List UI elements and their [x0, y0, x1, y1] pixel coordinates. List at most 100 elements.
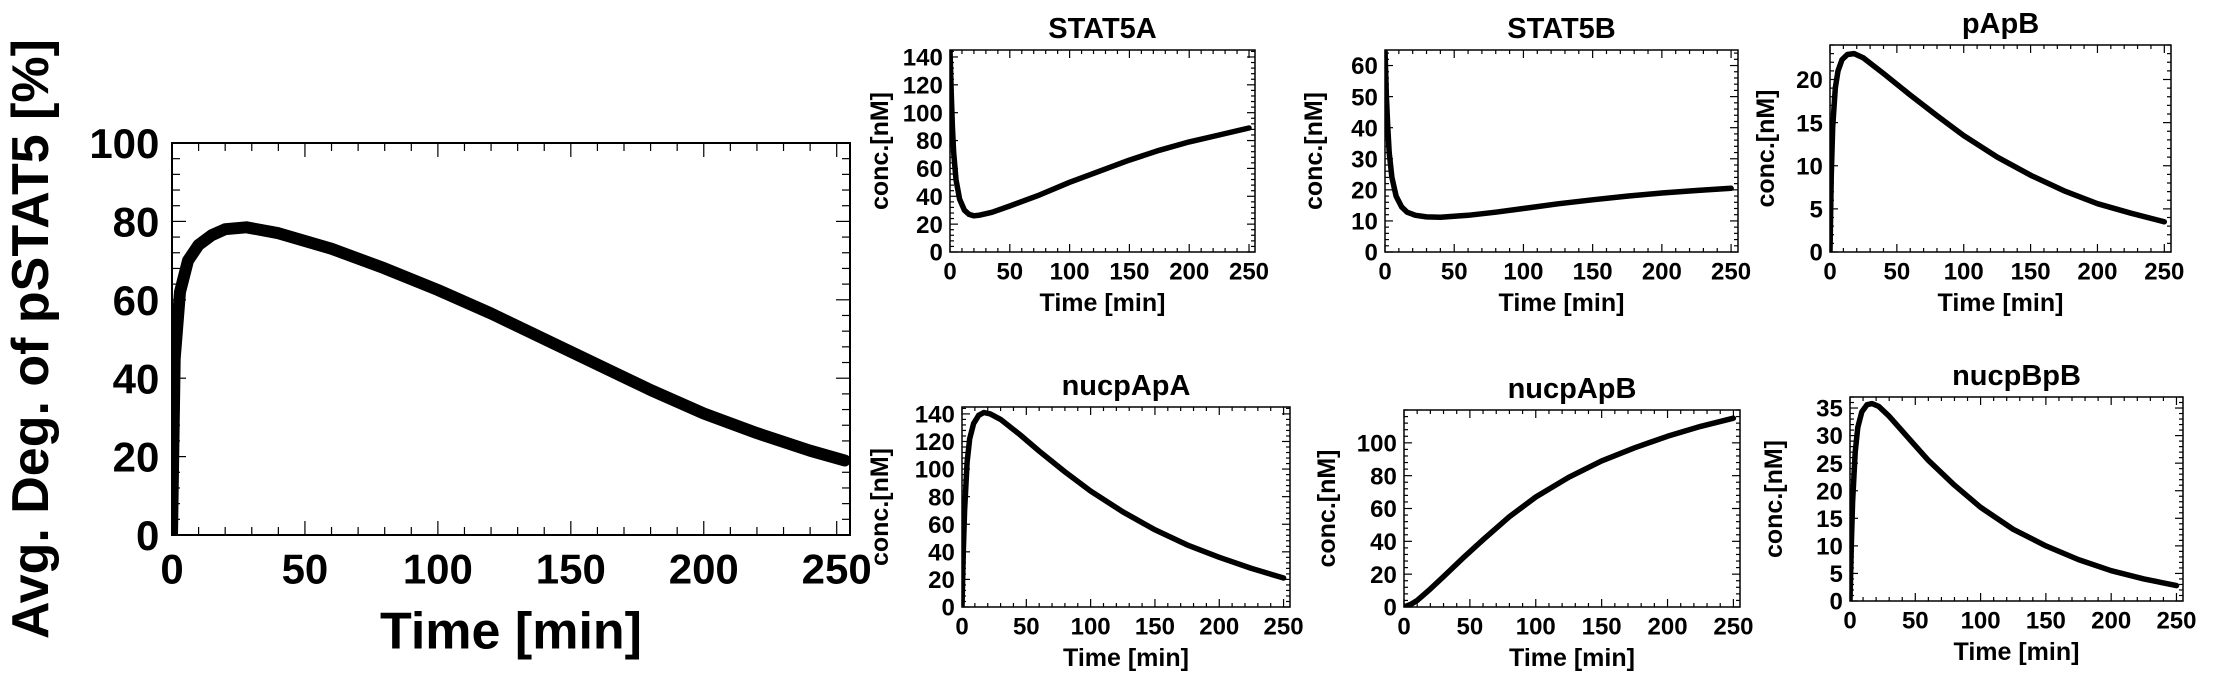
x-tick-label: 100	[1516, 614, 1556, 641]
y-tick-label: 80	[928, 484, 955, 511]
chart-main: 0 50 100 150 200 250 0 20 40 60 80 100 Time [min] Avg…	[2, 39, 872, 660]
y-tick-label: 15	[1816, 506, 1843, 533]
x-tick-label: 250	[1229, 259, 1269, 286]
y-tick-label: 80	[113, 199, 160, 246]
x-tick-label: 100	[1050, 259, 1090, 286]
x-tick-label: 50	[1457, 614, 1484, 641]
y-tick-label: 50	[1351, 84, 1378, 111]
y-tick-label: 40	[113, 355, 160, 402]
x-tick-label: 250	[802, 545, 872, 592]
y-tick-label: 40	[1370, 529, 1397, 556]
y-tick-label: 20	[1370, 562, 1397, 589]
y-tick-label: 140	[915, 402, 955, 429]
x-tick-label: 200	[1642, 259, 1682, 286]
x-tick-label: 150	[1109, 259, 1149, 286]
series-line	[1404, 415, 1737, 607]
y-axis-label: Avg. Deg. of pSTAT5 [%]	[2, 39, 60, 639]
y-tick-label: 10	[1816, 534, 1843, 561]
x-tick-label: 250	[2144, 259, 2184, 286]
y-tick-label: 35	[1816, 396, 1843, 423]
y-tick-label: 0	[1829, 589, 1842, 616]
x-tick-label: 0	[943, 259, 956, 286]
x-tick-label: 150	[2011, 259, 2051, 286]
y-tick-label: 5	[1829, 561, 1842, 588]
y-tick-label: 100	[1357, 430, 1397, 457]
y-tick-label: 30	[1816, 423, 1843, 450]
y-tick-label: 10	[1796, 153, 1823, 180]
x-tick-label: 0	[1843, 608, 1856, 635]
x-tick-label: 50	[1013, 614, 1040, 641]
x-tick-label: 50	[1884, 259, 1911, 286]
y-axis-label: conc.[nM]	[866, 448, 894, 566]
x-tick-label: 0	[955, 614, 968, 641]
x-tick-label: 100	[403, 545, 473, 592]
x-tick-label: 150	[2026, 608, 2066, 635]
x-axis-label: Time [min]	[1509, 644, 1635, 672]
y-tick-label: 60	[113, 277, 160, 324]
y-tick-label: 0	[136, 512, 159, 559]
x-tick-label: 0	[1823, 259, 1836, 286]
chart-title: nucpApB	[1508, 373, 1637, 405]
y-axis-label: conc.[nM]	[1752, 89, 1780, 207]
x-tick-label: 150	[1573, 259, 1613, 286]
y-tick-label: 120	[903, 72, 943, 99]
x-tick-label: 0	[1378, 259, 1391, 286]
y-tick-label: 60	[928, 512, 955, 539]
plot-frame	[1403, 409, 1741, 608]
y-tick-label: 100	[89, 120, 159, 167]
x-tick-label: 150	[536, 545, 606, 592]
y-tick-label: 20	[1816, 478, 1843, 505]
chart-title: nucpApA	[1062, 370, 1191, 402]
y-tick-label: 20	[113, 434, 160, 481]
x-axis-label: Time [min]	[1063, 644, 1189, 672]
x-axis-label: Time [min]	[1040, 289, 1166, 317]
series-line	[1385, 50, 1734, 220]
y-tick-label: 25	[1816, 451, 1843, 478]
y-tick-label: 140	[903, 45, 943, 72]
x-tick-label: 200	[2077, 259, 2117, 286]
x-axis-label: Time [min]	[1954, 638, 2080, 666]
x-tick-label: 100	[1071, 614, 1111, 641]
series-line	[1850, 400, 2180, 601]
chart-title: STAT5A	[1048, 13, 1157, 45]
y-tick-label: 20	[1796, 67, 1823, 94]
series-line	[962, 409, 1287, 607]
y-axis-label: conc.[nM]	[1760, 440, 1788, 558]
y-tick-label: 10	[1351, 209, 1378, 236]
plot-frame	[171, 142, 851, 536]
y-tick-label: 120	[915, 429, 955, 456]
y-axis-label: conc.[nM]	[1300, 92, 1328, 210]
x-tick-label: 50	[282, 545, 329, 592]
x-tick-label: 0	[160, 545, 183, 592]
series-line	[950, 50, 1252, 219]
y-tick-label: 30	[1351, 146, 1378, 173]
x-tick-label: 250	[1711, 259, 1751, 286]
chart-papb: 0 50 100 150 200 250 0 5 10 15 20 Time [min] conc.[n…	[1752, 8, 2184, 317]
y-tick-label: 5	[1809, 197, 1822, 224]
y-tick-label: 80	[1370, 463, 1397, 490]
y-tick-label: 20	[928, 567, 955, 594]
x-tick-label: 200	[1648, 614, 1688, 641]
x-axis-label: Time [min]	[1938, 289, 2064, 317]
chart-title: nucpBpB	[1952, 360, 2081, 392]
x-tick-label: 150	[1582, 614, 1622, 641]
x-tick-label: 0	[1397, 614, 1410, 641]
y-tick-label: 100	[903, 100, 943, 127]
x-tick-label: 100	[1961, 608, 2001, 635]
y-tick-label: 60	[916, 156, 943, 183]
x-tick-label: 100	[1503, 259, 1543, 286]
x-tick-label: 250	[1713, 614, 1753, 641]
y-axis-label: conc.[nM]	[1313, 449, 1341, 567]
y-tick-label: 100	[915, 457, 955, 484]
x-tick-label: 50	[1902, 608, 1929, 635]
series-line	[1830, 50, 2168, 252]
y-tick-label: 40	[1351, 115, 1378, 142]
plot-frame	[1829, 44, 2172, 253]
x-tick-label: 100	[1944, 259, 1984, 286]
